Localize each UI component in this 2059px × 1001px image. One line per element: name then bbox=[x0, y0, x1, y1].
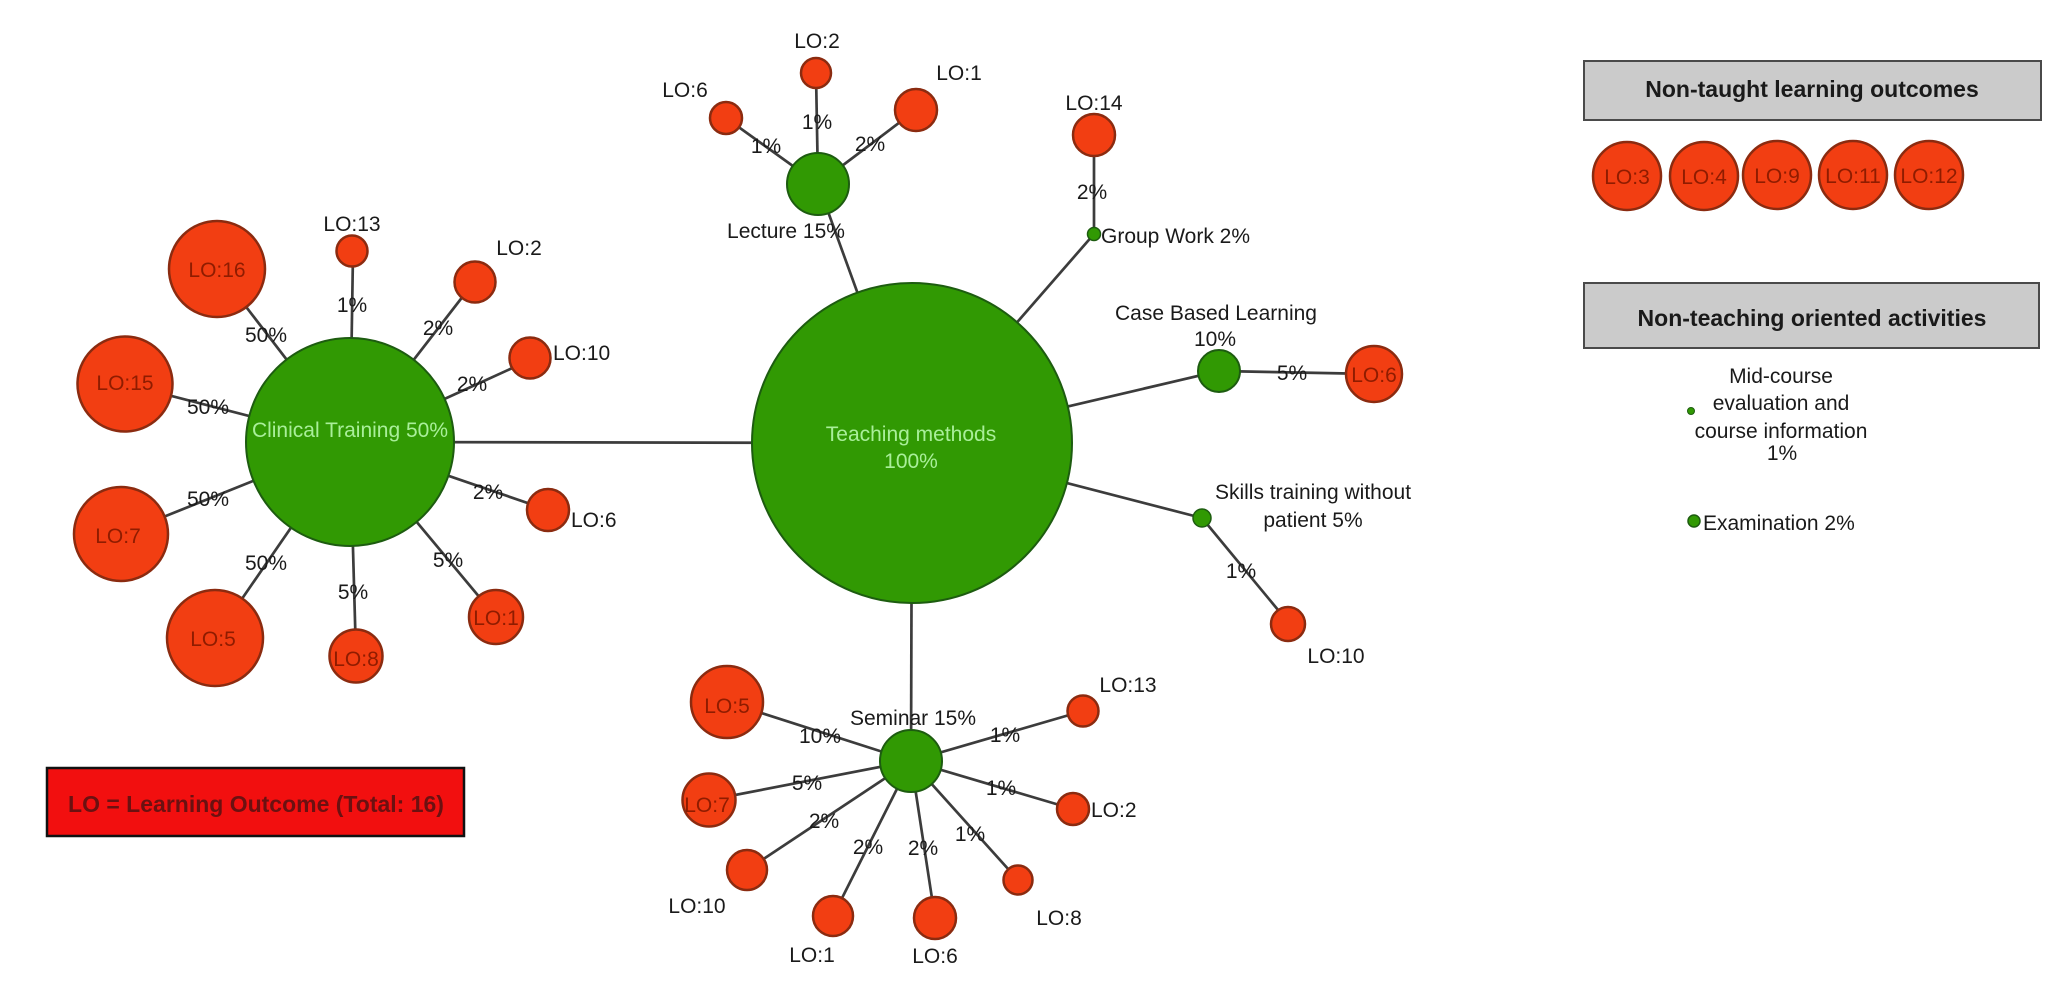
svg-text:LO:6: LO:6 bbox=[1351, 364, 1397, 387]
svg-text:LO:16: LO:16 bbox=[188, 259, 245, 282]
svg-text:patient 5%: patient 5% bbox=[1263, 509, 1362, 532]
svg-text:2%: 2% bbox=[855, 133, 885, 156]
svg-text:1%: 1% bbox=[990, 724, 1020, 747]
svg-text:5%: 5% bbox=[433, 549, 463, 572]
svg-text:LO:1: LO:1 bbox=[936, 62, 982, 85]
svg-text:LO:10: LO:10 bbox=[553, 342, 610, 365]
svg-text:Skills training without: Skills training without bbox=[1215, 481, 1411, 504]
svg-text:LO:1: LO:1 bbox=[789, 944, 835, 967]
svg-text:2%: 2% bbox=[473, 481, 503, 504]
svg-text:5%: 5% bbox=[1277, 362, 1307, 385]
svg-text:LO:14: LO:14 bbox=[1065, 92, 1123, 115]
svg-text:100%: 100% bbox=[884, 450, 938, 473]
svg-text:50%: 50% bbox=[245, 552, 287, 575]
svg-text:LO:5: LO:5 bbox=[704, 695, 750, 718]
svg-text:evaluation and: evaluation and bbox=[1713, 392, 1850, 415]
svg-text:LO:13: LO:13 bbox=[1099, 674, 1156, 697]
svg-text:LO:5: LO:5 bbox=[190, 628, 236, 651]
svg-text:LO:7: LO:7 bbox=[684, 794, 730, 817]
svg-text:LO:7: LO:7 bbox=[95, 525, 141, 548]
svg-text:LO:2: LO:2 bbox=[1091, 799, 1137, 822]
svg-text:LO:3: LO:3 bbox=[1604, 166, 1650, 189]
svg-text:Mid-course: Mid-course bbox=[1729, 365, 1833, 388]
svg-text:2%: 2% bbox=[853, 836, 883, 859]
svg-text:LO:13: LO:13 bbox=[323, 213, 380, 236]
svg-text:5%: 5% bbox=[338, 581, 368, 604]
svg-text:LO:6: LO:6 bbox=[571, 509, 617, 532]
svg-text:LO:8: LO:8 bbox=[333, 648, 379, 671]
svg-text:Non-teaching oriented activiti: Non-teaching oriented activities bbox=[1638, 305, 1987, 331]
svg-text:LO:12: LO:12 bbox=[1900, 165, 1957, 188]
svg-text:Lecture 15%: Lecture 15% bbox=[727, 220, 845, 243]
svg-text:10%: 10% bbox=[1194, 328, 1236, 351]
svg-text:5%: 5% bbox=[792, 772, 822, 795]
svg-text:1%: 1% bbox=[337, 294, 367, 317]
svg-text:50%: 50% bbox=[187, 488, 229, 511]
svg-text:Non-taught learning outcomes: Non-taught learning outcomes bbox=[1645, 76, 1979, 102]
svg-text:1%: 1% bbox=[955, 823, 985, 846]
svg-text:50%: 50% bbox=[245, 324, 287, 347]
svg-text:LO:6: LO:6 bbox=[662, 79, 708, 102]
svg-text:10%: 10% bbox=[799, 725, 841, 748]
svg-text:Clinical Training 50%: Clinical Training 50% bbox=[252, 419, 448, 442]
svg-text:2%: 2% bbox=[908, 837, 938, 860]
svg-text:LO:9: LO:9 bbox=[1754, 165, 1800, 188]
svg-text:1%: 1% bbox=[802, 111, 832, 134]
svg-text:2%: 2% bbox=[423, 317, 453, 340]
svg-text:1%: 1% bbox=[986, 777, 1016, 800]
svg-text:LO = Learning Outcome (Total:: LO = Learning Outcome (Total: 16) bbox=[68, 791, 444, 817]
svg-text:Teaching methods: Teaching methods bbox=[826, 423, 996, 446]
svg-text:LO:10: LO:10 bbox=[668, 895, 725, 918]
svg-text:LO:1: LO:1 bbox=[473, 607, 519, 630]
svg-text:Group Work 2%: Group Work 2% bbox=[1101, 225, 1250, 248]
svg-text:50%: 50% bbox=[187, 396, 229, 419]
svg-text:Examination 2%: Examination 2% bbox=[1703, 512, 1855, 535]
svg-text:LO:2: LO:2 bbox=[496, 237, 542, 260]
svg-text:Case Based Learning: Case Based Learning bbox=[1115, 302, 1317, 325]
svg-text:LO:11: LO:11 bbox=[1825, 165, 1881, 188]
svg-text:LO:6: LO:6 bbox=[912, 945, 958, 968]
svg-text:Seminar 15%: Seminar 15% bbox=[850, 707, 976, 730]
svg-text:1%: 1% bbox=[1767, 442, 1797, 465]
svg-text:LO:2: LO:2 bbox=[794, 30, 840, 53]
svg-text:1%: 1% bbox=[1226, 560, 1256, 583]
svg-text:LO:4: LO:4 bbox=[1681, 166, 1727, 189]
svg-text:LO:15: LO:15 bbox=[96, 372, 153, 395]
svg-text:2%: 2% bbox=[809, 810, 839, 833]
svg-text:2%: 2% bbox=[457, 373, 487, 396]
svg-text:course information: course information bbox=[1695, 420, 1868, 443]
svg-text:LO:8: LO:8 bbox=[1036, 907, 1082, 930]
svg-text:1%: 1% bbox=[751, 135, 781, 158]
svg-text:2%: 2% bbox=[1077, 181, 1107, 204]
svg-text:LO:10: LO:10 bbox=[1307, 645, 1364, 668]
